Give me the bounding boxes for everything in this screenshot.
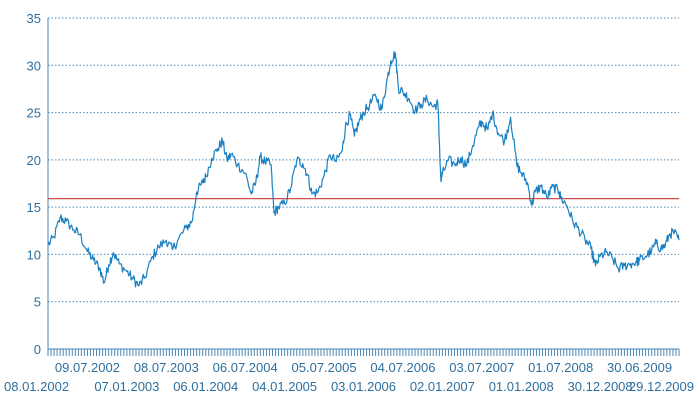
y-tick-label: 15 [27, 200, 41, 215]
x-tick-label-bottom: 30.12.2008 [568, 379, 633, 394]
y-tick-label: 20 [27, 153, 41, 168]
x-tick-label-top: 05.07.2005 [292, 360, 357, 375]
x-tick-label-bottom: 01.01.2008 [489, 379, 554, 394]
y-tick-label: 0 [34, 342, 41, 357]
x-tick-label-bottom: 29.12.2009 [629, 379, 694, 394]
x-tick-label-top: 06.07.2004 [213, 360, 278, 375]
y-tick-label: 35 [27, 11, 41, 26]
x-tick-label-top: 08.07.2003 [134, 360, 199, 375]
y-tick-label: 30 [27, 58, 41, 73]
x-axis-labels-bottom: 08.01.2002 07.01.2003 06.01.2004 04.01.2005… [4, 379, 694, 394]
x-tick-label-top: 03.07.2007 [449, 360, 514, 375]
x-tick-label-top: 01.07.2008 [528, 360, 593, 375]
y-tick-label: 25 [27, 106, 41, 121]
x-axis-labels-top: 09.07.2002 08.07.2003 06.07.2004 05.07.2005… [55, 360, 672, 375]
x-tick-label-bottom: 08.01.2002 [4, 379, 69, 394]
x-tick-label-bottom: 06.01.2004 [173, 379, 238, 394]
x-tick-label-top: 04.07.2006 [370, 360, 435, 375]
y-tick-label: 5 [34, 295, 41, 310]
y-axis-ticks: 0 5 10 15 20 25 30 35 [27, 11, 41, 357]
x-tick-label-bottom: 07.01.2003 [94, 379, 159, 394]
y-tick-label: 10 [27, 247, 41, 262]
x-tick-label-bottom: 02.01.2007 [410, 379, 475, 394]
x-tick-label-bottom: 03.01.2006 [331, 379, 396, 394]
gridlines [48, 17, 679, 303]
series-line [47, 51, 680, 288]
x-tick-label-bottom: 04.01.2005 [252, 379, 317, 394]
x-tick-label-top: 30.06.2009 [607, 360, 672, 375]
x-axis-tick-marks [47, 349, 680, 356]
x-tick-label-top: 09.07.2002 [55, 360, 120, 375]
